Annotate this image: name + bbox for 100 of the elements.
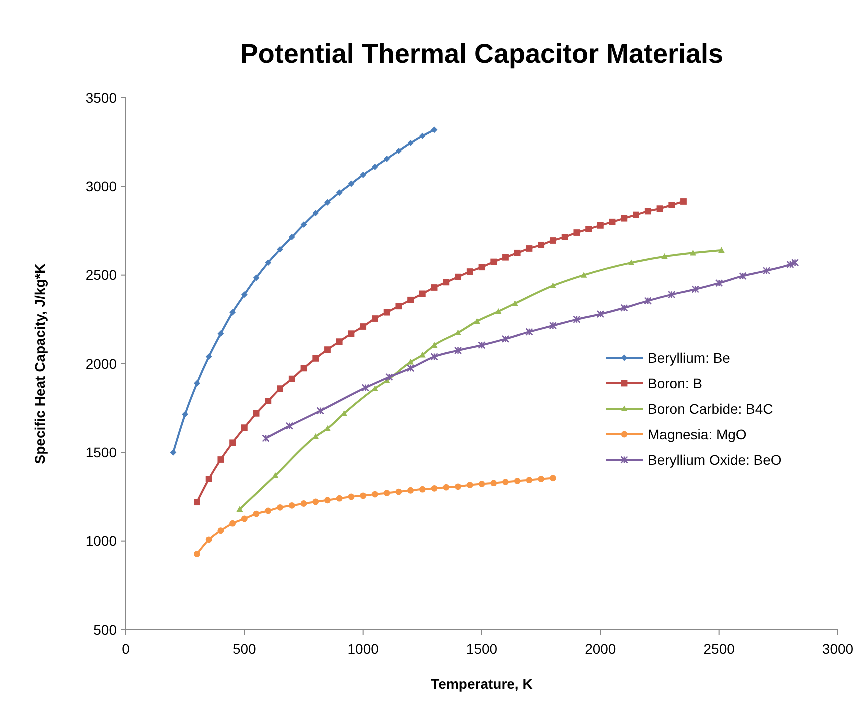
point xyxy=(241,424,248,432)
point xyxy=(502,479,509,486)
point xyxy=(490,258,498,266)
point xyxy=(786,260,794,269)
point xyxy=(621,215,628,222)
point xyxy=(348,180,355,188)
point xyxy=(490,480,498,487)
point xyxy=(336,338,343,346)
point xyxy=(478,481,486,488)
point xyxy=(526,477,533,484)
point xyxy=(348,494,355,500)
point xyxy=(288,376,296,382)
x-tick-label: 1000 xyxy=(348,641,380,657)
point xyxy=(739,272,747,280)
point xyxy=(396,148,402,154)
point xyxy=(690,250,696,256)
point xyxy=(408,140,414,146)
point xyxy=(538,242,545,248)
point xyxy=(348,330,355,338)
point xyxy=(502,335,510,344)
point xyxy=(170,449,177,456)
point xyxy=(762,267,771,275)
point xyxy=(362,384,370,392)
point xyxy=(341,410,348,416)
point xyxy=(562,234,568,240)
point xyxy=(431,342,438,348)
legend-label: Boron: B xyxy=(648,375,702,392)
point xyxy=(596,310,605,318)
point xyxy=(443,279,450,286)
y-tick-label: 1500 xyxy=(86,444,118,461)
point xyxy=(628,260,635,266)
point xyxy=(644,297,652,305)
point xyxy=(419,352,426,358)
point xyxy=(265,398,272,404)
point xyxy=(206,354,212,360)
point xyxy=(286,422,294,430)
point xyxy=(514,478,521,484)
point xyxy=(253,510,260,518)
point xyxy=(668,202,676,208)
point xyxy=(360,492,367,500)
point xyxy=(550,475,556,482)
point xyxy=(430,353,438,361)
point xyxy=(574,230,580,236)
point xyxy=(526,246,533,252)
point xyxy=(253,410,260,417)
point xyxy=(300,365,308,372)
point xyxy=(218,330,224,338)
point xyxy=(230,309,236,316)
point xyxy=(386,373,394,382)
point xyxy=(300,500,308,507)
point xyxy=(526,328,534,336)
point xyxy=(241,292,248,298)
point xyxy=(550,282,556,289)
point xyxy=(253,274,260,282)
y-tick-label: 2000 xyxy=(86,356,118,372)
point xyxy=(265,508,272,514)
point xyxy=(454,346,462,355)
point xyxy=(288,502,296,509)
point xyxy=(396,303,402,310)
point xyxy=(182,411,189,418)
point xyxy=(609,218,616,226)
point xyxy=(443,484,450,491)
legend-label: Beryllium: Be xyxy=(648,350,731,366)
point xyxy=(431,126,438,134)
point xyxy=(478,264,486,271)
point xyxy=(478,342,486,350)
point xyxy=(324,199,331,206)
point xyxy=(715,279,724,288)
legend-label: Boron Carbide: B4C xyxy=(648,400,774,417)
point xyxy=(236,506,244,512)
point xyxy=(265,260,272,266)
point xyxy=(550,238,556,244)
point xyxy=(194,551,200,558)
point xyxy=(241,516,248,522)
point xyxy=(408,296,414,304)
point xyxy=(277,246,284,253)
point xyxy=(206,536,212,544)
chart-title: Potential Thermal Capacitor Materials xyxy=(240,39,724,69)
point xyxy=(312,210,320,216)
point xyxy=(408,487,414,494)
point xyxy=(230,520,236,527)
point xyxy=(419,290,426,298)
point xyxy=(384,490,390,496)
point xyxy=(360,324,367,330)
point xyxy=(538,476,545,482)
y-tick-label: 1000 xyxy=(86,533,118,550)
point xyxy=(194,499,200,506)
point xyxy=(466,482,474,488)
x-tick-label: 3000 xyxy=(822,641,854,657)
point xyxy=(230,440,236,446)
point xyxy=(288,234,296,240)
point xyxy=(455,330,462,336)
point xyxy=(324,497,331,504)
y-tick-label: 500 xyxy=(94,622,118,638)
legend-label: Magnesia: MgO xyxy=(648,426,747,442)
point xyxy=(336,190,343,196)
point xyxy=(372,316,378,322)
point xyxy=(656,206,664,212)
point xyxy=(312,434,320,440)
point xyxy=(419,132,426,140)
